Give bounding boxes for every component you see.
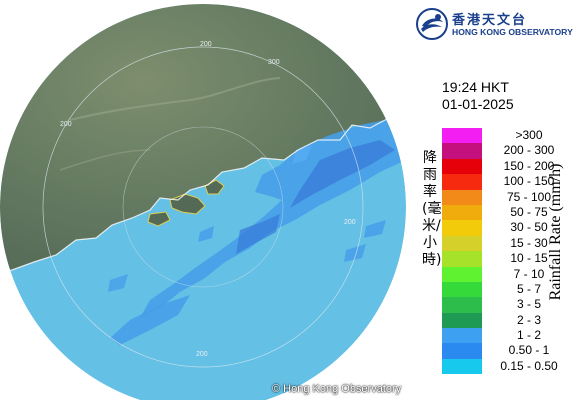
observation-time: 19:24 HKT — [442, 79, 509, 95]
radar-disc — [0, 4, 406, 400]
legend-swatch — [442, 174, 482, 190]
legend-swatch — [442, 343, 482, 359]
coastline — [0, 109, 406, 273]
legend-swatch — [442, 235, 482, 252]
observation-date: 01-01-2025 — [442, 96, 514, 112]
legend-swatch — [442, 128, 482, 144]
ring-label: 200 — [196, 351, 208, 358]
legend-range-label: 200 - 300 — [503, 143, 555, 158]
radar-map-canvas: 200 300 200 200 200 — [0, 0, 406, 400]
legend-swatch — [442, 143, 482, 159]
hko-logo[interactable]: 香港天文台 HONG KONG OBSERVATORY — [416, 6, 576, 42]
radar-map[interactable]: 200 300 200 200 200 © Hong Kong Observat… — [0, 0, 406, 400]
logo-english-name: HONG KONG OBSERVATORY — [452, 27, 573, 37]
river-line — [59, 149, 151, 171]
logo-chinese-name: 香港天文台 — [452, 13, 528, 28]
legend-swatch — [442, 220, 482, 236]
legend-swatch — [442, 251, 482, 267]
legend-swatch — [442, 189, 482, 205]
legend-range-label: 0.15 - 0.50 — [500, 358, 558, 373]
legend-range-label: 50 - 75 — [510, 204, 548, 219]
legend-title-chinese: 降雨率(毫米/小時) — [422, 150, 442, 268]
legend-swatch — [442, 297, 482, 313]
legend-range-label: 0.50 - 1 — [508, 343, 550, 358]
legend-swatch — [442, 204, 482, 221]
legend-range-label: 15 - 30 — [510, 235, 548, 250]
legend-swatch — [442, 312, 482, 329]
legend-swatch — [442, 328, 482, 344]
legend-swatches — [442, 128, 482, 375]
legend-swatch — [442, 266, 482, 282]
legend-range-label: 7 - 10 — [513, 266, 545, 281]
ring-label: 200 — [60, 121, 72, 128]
copyright-text: © Hong Kong Observatory — [272, 383, 402, 395]
legend-range-label: 150 - 200 — [503, 158, 555, 173]
range-ring — [122, 126, 284, 288]
legend-range-label: 100 - 150 — [503, 174, 555, 189]
legend-range-label: 10 - 15 — [510, 251, 548, 266]
legend-range-label: 75 - 100 — [506, 189, 552, 204]
rain-echoes — [108, 118, 406, 345]
land-area — [0, 4, 406, 272]
info-panel: 香港天文台 HONG KONG OBSERVATORY 19:24 HKT 01… — [406, 0, 577, 400]
legend-range-label: >300 — [515, 128, 543, 142]
river-line — [69, 77, 281, 121]
outside-area — [0, 0, 406, 400]
legend-swatch — [442, 158, 482, 175]
legend-range-label: 5 - 7 — [516, 281, 541, 296]
island — [147, 211, 171, 227]
legend-range-label: 30 - 50 — [510, 220, 548, 235]
ring-label: 300 — [268, 59, 280, 66]
legend-ranges: >300 200 - 300 150 - 200 100 - 150 75 - 100 5… — [484, 128, 574, 374]
legend-range-label: 3 - 5 — [516, 297, 541, 312]
legend-range-label: 2 - 3 — [516, 312, 541, 327]
hko-logo-icon — [416, 8, 448, 40]
legend-range-label: 1 - 2 — [516, 328, 541, 343]
ring-label: 200 — [344, 219, 356, 226]
range-ring — [42, 46, 364, 368]
legend-swatch — [442, 281, 482, 298]
legend-title-english: Rainfall Rate (mm/h) — [547, 163, 564, 301]
legend-swatch — [442, 358, 482, 375]
ring-label: 200 — [200, 41, 212, 48]
